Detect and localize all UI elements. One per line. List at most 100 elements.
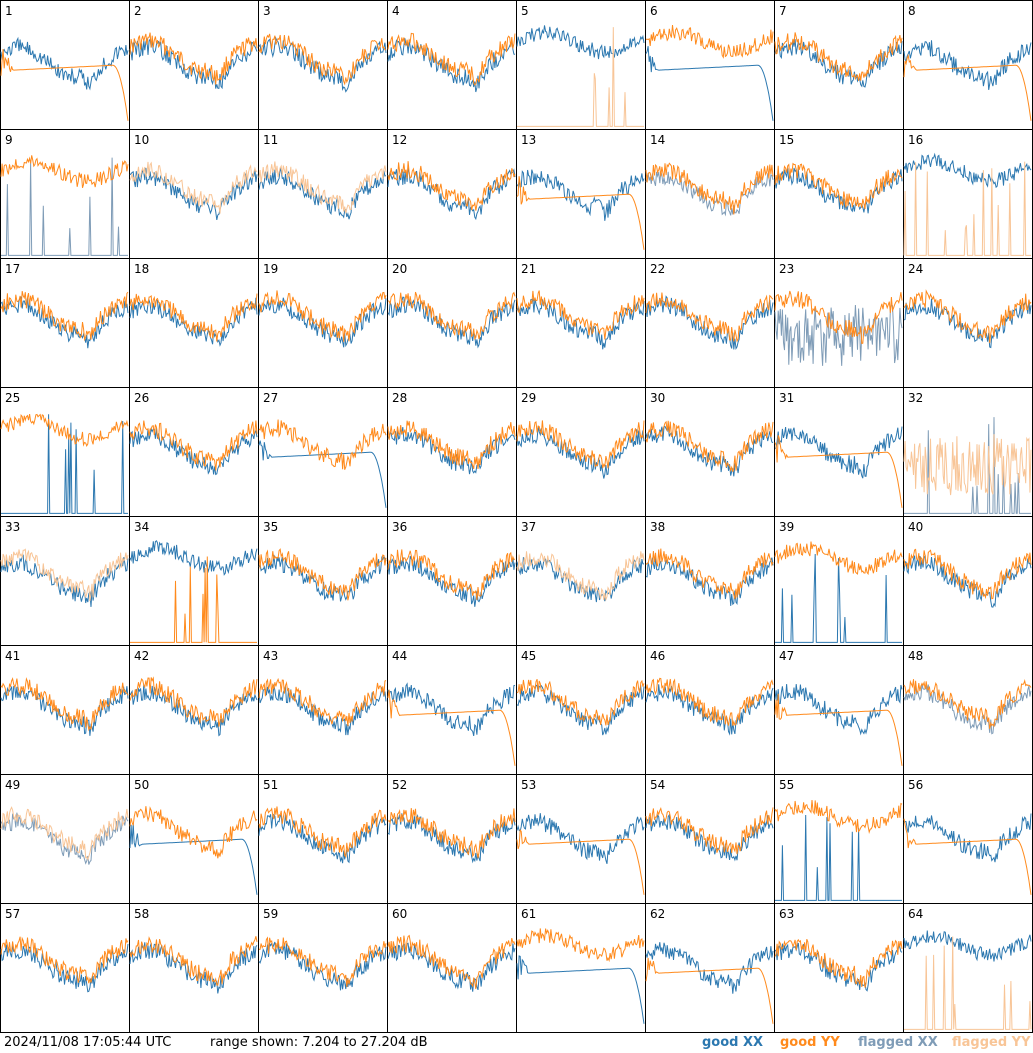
panel-number: 35 [263,520,278,534]
panel-frame [387,774,517,904]
panel-55: 55 [774,774,904,904]
series-good-yy [645,292,774,343]
panel-48: 48 [903,645,1033,775]
series-good-yy [258,806,387,858]
panel-frame [129,516,259,646]
panel-number: 20 [392,262,407,276]
legend-flagged-yy-prefix: flagged [952,1035,1012,1050]
series-good-xx [387,38,516,93]
panel-frame [645,645,775,775]
panel-frame [774,0,904,130]
series-good-xx [387,813,516,864]
panel-frame [516,645,646,775]
panel-54: 54 [645,774,775,904]
panel-7: 7 [774,0,904,130]
series-good-yy [0,677,129,732]
series-good-xx [258,36,387,93]
panel-frame [774,774,904,904]
series-good-yy [645,420,774,472]
panel-number: 30 [650,391,665,405]
series-good-yy [903,53,1032,121]
legend-good-xx-suffix: XX [743,1035,764,1050]
panel-44: 44 [387,645,517,775]
panel-39: 39 [774,516,904,646]
panel-2: 2 [129,0,259,130]
panel-15: 15 [774,129,904,259]
series-flagged-xx [904,417,1031,514]
panel-25: 25 [0,387,130,517]
panel-51: 51 [258,774,388,904]
series-flagged-yy [904,936,1032,1030]
series-flagged-yy [517,27,644,127]
panel-number: 49 [5,778,20,792]
panel-number: 12 [392,133,407,147]
panel-frame [645,129,775,259]
panel-57: 57 [0,903,130,1033]
panel-number: 7 [779,4,787,18]
panel-number: 11 [263,133,278,147]
series-good-yy [387,689,516,766]
legend-good-yy: good YY [780,1035,840,1051]
panel-59: 59 [258,903,388,1033]
series-good-yy [129,676,258,727]
series-good-xx [129,167,258,220]
panel-12: 12 [387,129,517,259]
panel-26: 26 [129,387,259,517]
series-good-xx [775,814,902,901]
series-flagged-yy [903,434,1032,496]
panel-number: 40 [908,520,923,534]
series-good-xx [645,556,774,606]
panel-17: 17 [0,258,130,388]
series-good-yy [387,549,516,600]
series-good-xx [387,296,516,349]
panel-number: 22 [650,262,665,276]
series-flagged-yy [0,806,129,861]
panel-30: 30 [645,387,775,517]
panel-45: 45 [516,645,646,775]
series-good-xx [774,426,903,479]
panel-number: 53 [521,778,536,792]
series-good-xx [129,942,258,994]
series-good-xx [516,555,645,603]
series-good-xx [516,813,645,864]
panel-24: 24 [903,258,1033,388]
series-good-xx [774,684,903,736]
panel-number: 37 [521,520,536,534]
series-flagged-xx [903,683,1032,735]
series-good-xx [903,298,1032,349]
panel-number: 14 [650,133,665,147]
panel-19: 19 [258,258,388,388]
series-good-yy [258,419,387,470]
panel-number: 58 [134,907,149,921]
panel-frame [0,903,130,1033]
panel-frame [903,258,1033,388]
panel-number: 57 [5,907,20,921]
panel-38: 38 [645,516,775,646]
panel-frame [645,516,775,646]
panel-number: 60 [392,907,407,921]
panel-16: 16 [903,129,1033,259]
series-good-yy [129,32,258,85]
panel-number: 25 [5,391,20,405]
panel-40: 40 [903,516,1033,646]
series-good-xx [258,440,387,508]
series-good-yy [259,936,387,988]
panel-number: 31 [779,391,794,405]
series-good-xx [645,684,774,736]
series-good-yy [387,934,516,990]
panel-number: 3 [263,4,271,18]
panel-frame [258,645,388,775]
series-good-yy [387,420,516,470]
panel-33: 33 [0,516,130,646]
series-good-xx [903,930,1032,962]
panel-number: 63 [779,907,794,921]
series-good-xx [258,297,387,348]
panel-18: 18 [129,258,259,388]
panel-number: 41 [5,649,20,663]
panel-number: 26 [134,391,149,405]
panel-number: 29 [521,391,536,405]
series-good-yy [0,936,129,984]
series-good-xx [903,152,1032,189]
series-good-yy [645,806,774,855]
